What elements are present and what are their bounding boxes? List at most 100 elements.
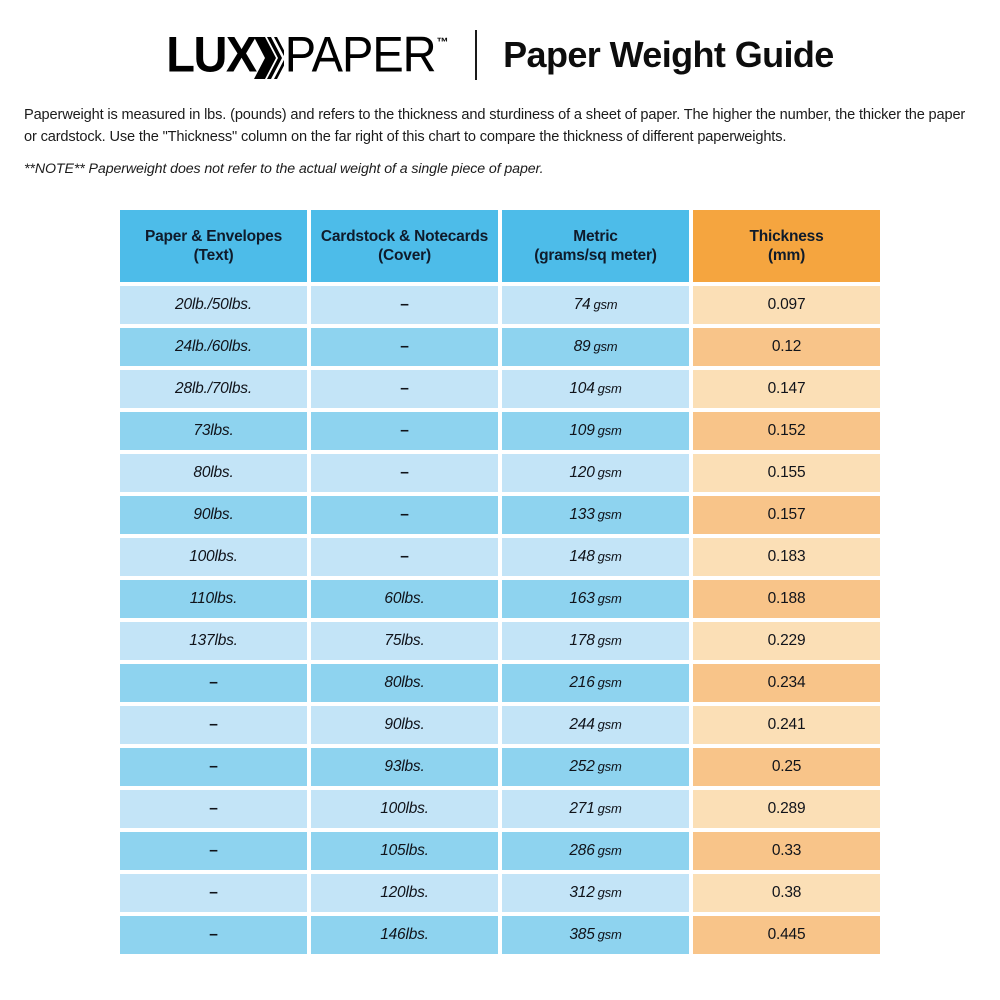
table-row: –80lbs. 216 gsm 0.234	[120, 664, 880, 702]
lux-paper-logo: LUX PAPER ™	[166, 25, 450, 82]
logo-paper-text: PAPER	[284, 25, 437, 82]
table-row: –105lbs. 286 gsm 0.33	[120, 832, 880, 870]
cell-paper-envelopes: 137lbs.	[120, 622, 307, 660]
cell-metric-gsm: 244 gsm	[502, 706, 689, 744]
chevron-mark-icon	[253, 36, 284, 79]
cell-metric-gsm: 163 gsm	[502, 580, 689, 618]
cell-thickness: 0.183	[693, 538, 880, 576]
cell-cardstock-notecards: 93lbs.	[311, 748, 498, 786]
table-row: –90lbs. 244 gsm 0.241	[120, 706, 880, 744]
gsm-value: 244	[569, 716, 595, 733]
cell-metric-gsm: 109 gsm	[502, 412, 689, 450]
gsm-unit: gsm	[597, 633, 622, 648]
cell-paper-envelopes: 110lbs.	[120, 580, 307, 618]
cell-thickness: 0.33	[693, 832, 880, 870]
cell-paper-envelopes: 80lbs.	[120, 454, 307, 492]
cell-cardstock-notecards: 105lbs.	[311, 832, 498, 870]
cell-metric-gsm: 133 gsm	[502, 496, 689, 534]
table-row: 24lb./60lbs. –89 gsm 0.12	[120, 328, 880, 366]
cell-metric-gsm: 178 gsm	[502, 622, 689, 660]
cell-metric-gsm: 104 gsm	[502, 370, 689, 408]
table-row: 73lbs. –109 gsm 0.152	[120, 412, 880, 450]
gsm-unit: gsm	[597, 843, 622, 858]
cell-cardstock-notecards: 75lbs.	[311, 622, 498, 660]
column-header-paper-envelopes: Paper & Envelopes (Text)	[120, 210, 307, 282]
cell-cardstock-notecards: 100lbs.	[311, 790, 498, 828]
trademark-icon: ™	[436, 34, 450, 49]
gsm-unit: gsm	[597, 675, 622, 690]
cell-cardstock-notecards: –	[311, 412, 498, 450]
cell-metric-gsm: 120 gsm	[502, 454, 689, 492]
gsm-value: 252	[569, 758, 595, 775]
gsm-unit: gsm	[597, 885, 622, 900]
table-row: 80lbs. –120 gsm 0.155	[120, 454, 880, 492]
table-header-row: Paper & Envelopes (Text) Cardstock & Not…	[120, 210, 880, 282]
cell-thickness: 0.152	[693, 412, 880, 450]
gsm-value: 385	[569, 926, 595, 943]
cell-thickness: 0.25	[693, 748, 880, 786]
cell-paper-envelopes: –	[120, 874, 307, 912]
table-row: 110lbs. 60lbs. 163 gsm 0.188	[120, 580, 880, 618]
intro-paragraph: Paperweight is measured in lbs. (pounds)…	[24, 107, 966, 145]
cell-thickness: 0.188	[693, 580, 880, 618]
cell-paper-envelopes: –	[120, 790, 307, 828]
cell-cardstock-notecards: 120lbs.	[311, 874, 498, 912]
cell-cardstock-notecards: 90lbs.	[311, 706, 498, 744]
gsm-value: 109	[569, 422, 595, 439]
logo-lux-text: LUX	[166, 25, 257, 82]
paper-weight-table: Paper & Envelopes (Text) Cardstock & Not…	[120, 210, 880, 958]
cell-paper-envelopes: –	[120, 664, 307, 702]
cell-metric-gsm: 385 gsm	[502, 916, 689, 954]
cell-cardstock-notecards: –	[311, 286, 498, 324]
table-row: 137lbs. 75lbs. 178 gsm 0.229	[120, 622, 880, 660]
intro-section: Paperweight is measured in lbs. (pounds)…	[24, 104, 974, 177]
column-header-line1: Cardstock & Notecards	[320, 228, 489, 245]
cell-paper-envelopes: 28lb./70lbs.	[120, 370, 307, 408]
cell-thickness: 0.241	[693, 706, 880, 744]
table-row: –93lbs. 252 gsm 0.25	[120, 748, 880, 786]
cell-metric-gsm: 74 gsm	[502, 286, 689, 324]
table-row: –146lbs. 385 gsm 0.445	[120, 916, 880, 954]
cell-cardstock-notecards: –	[311, 454, 498, 492]
gsm-unit: gsm	[597, 717, 622, 732]
cell-paper-envelopes: –	[120, 748, 307, 786]
gsm-value: 312	[569, 884, 595, 901]
gsm-unit: gsm	[597, 927, 622, 942]
cell-thickness: 0.234	[693, 664, 880, 702]
cell-thickness: 0.445	[693, 916, 880, 954]
cell-paper-envelopes: 24lb./60lbs.	[120, 328, 307, 366]
page-title: Paper Weight Guide	[503, 34, 834, 75]
table-row: 90lbs. –133 gsm 0.157	[120, 496, 880, 534]
gsm-value: 148	[569, 548, 595, 565]
gsm-unit: gsm	[593, 297, 618, 312]
column-header-line1: Paper & Envelopes	[144, 228, 283, 245]
column-header-line1: Metric	[573, 228, 618, 245]
cell-paper-envelopes: 90lbs.	[120, 496, 307, 534]
gsm-unit: gsm	[597, 381, 622, 396]
table-row: –120lbs. 312 gsm 0.38	[120, 874, 880, 912]
cell-thickness: 0.38	[693, 874, 880, 912]
gsm-value: 104	[569, 380, 595, 397]
column-header-thickness: Thickness (mm)	[693, 210, 880, 282]
cell-cardstock-notecards: 60lbs.	[311, 580, 498, 618]
column-header-line2: (Text)	[193, 247, 234, 264]
cell-cardstock-notecards: 80lbs.	[311, 664, 498, 702]
cell-cardstock-notecards: –	[311, 496, 498, 534]
cell-thickness: 0.155	[693, 454, 880, 492]
gsm-unit: gsm	[597, 759, 622, 774]
gsm-value: 133	[569, 506, 595, 523]
cell-metric-gsm: 271 gsm	[502, 790, 689, 828]
gsm-value: 271	[569, 800, 595, 817]
cell-cardstock-notecards: –	[311, 370, 498, 408]
gsm-unit: gsm	[593, 339, 618, 354]
column-header-line2: (grams/sq meter)	[534, 247, 657, 264]
cell-thickness: 0.229	[693, 622, 880, 660]
cell-metric-gsm: 312 gsm	[502, 874, 689, 912]
table-row: 28lb./70lbs. –104 gsm 0.147	[120, 370, 880, 408]
gsm-value: 120	[569, 464, 595, 481]
cell-paper-envelopes: –	[120, 832, 307, 870]
column-header-line2: (Cover)	[378, 247, 431, 264]
table-body: 20lb./50lbs. –74 gsm 0.097 24lb./60lbs. –89 gs…	[120, 286, 880, 954]
gsm-unit: gsm	[597, 507, 622, 522]
